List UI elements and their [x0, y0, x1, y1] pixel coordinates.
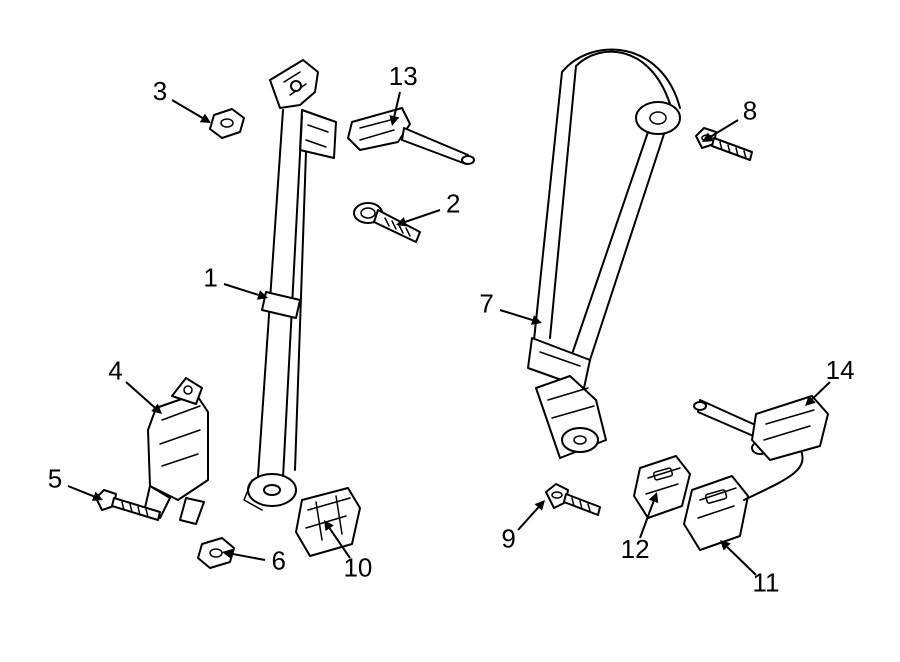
callout-number: 2 — [446, 188, 460, 218]
part-pretensioner-14 — [694, 396, 828, 460]
part-bolt-8 — [696, 128, 752, 160]
callout-number: 4 — [108, 356, 122, 386]
callout-number: 8 — [743, 96, 757, 126]
callout-number: 3 — [153, 76, 167, 106]
callout-number: 1 — [203, 263, 217, 293]
part-buckle-12 — [634, 456, 690, 518]
callout-leader — [500, 310, 532, 320]
callout-number: 5 — [48, 464, 62, 494]
callout-leader — [232, 554, 265, 560]
callout-leader — [68, 486, 94, 496]
part-retractor-bracket — [144, 378, 208, 524]
callout-leader — [518, 507, 538, 530]
part-pretensioner-13 — [348, 108, 474, 164]
callout-leader — [126, 382, 155, 407]
callout-number: 14 — [826, 355, 855, 385]
callout-leader — [711, 120, 738, 137]
callout-leader — [405, 210, 440, 222]
part-nut-upper — [210, 109, 244, 138]
callout-number: 11 — [753, 568, 780, 598]
part-anchor-cover-10 — [296, 488, 360, 556]
callout-leader — [172, 100, 202, 118]
part-bolt-9 — [546, 484, 600, 515]
callout-leader — [224, 284, 258, 295]
callout-number: 13 — [389, 61, 418, 91]
callout-number: 12 — [621, 534, 650, 564]
callout-number: 9 — [501, 523, 515, 553]
callout-number: 10 — [343, 552, 372, 582]
callout-number: 6 — [272, 545, 286, 575]
part-center-belt-assembly — [244, 60, 336, 510]
part-bolt-2 — [354, 203, 420, 242]
parts-diagram: 1234567891011121314 — [0, 0, 900, 662]
callout-number: 7 — [479, 289, 493, 319]
part-outer-belt-assembly — [528, 50, 680, 458]
